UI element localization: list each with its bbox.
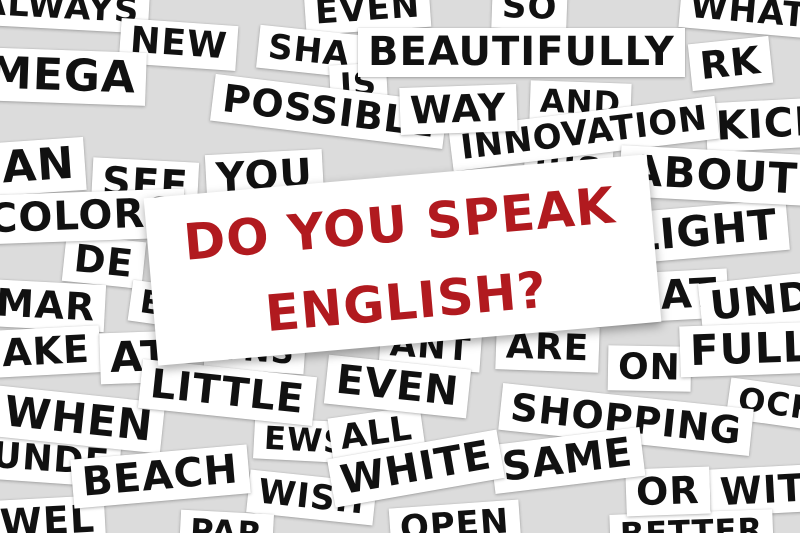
word-tag: AN bbox=[0, 136, 87, 197]
word-tag: PAR bbox=[178, 509, 274, 533]
word-tag: OPEN bbox=[388, 499, 521, 533]
word-tag: AKE bbox=[0, 325, 101, 378]
word-tag: WAY bbox=[399, 83, 518, 136]
word-tag: BEAUTIFULLY bbox=[358, 28, 685, 77]
word-tag: MEGA bbox=[0, 47, 147, 106]
word-tag: RK bbox=[687, 35, 773, 92]
word-tag: SAME bbox=[489, 426, 646, 495]
word-tag: KICK bbox=[704, 96, 800, 153]
word-tag: WHAT bbox=[678, 0, 800, 39]
word-tag: SO bbox=[491, 0, 569, 31]
word-tag: FULL bbox=[679, 321, 800, 378]
word-tag: WITH bbox=[708, 462, 800, 517]
word-tag: ON bbox=[607, 345, 692, 392]
word-tag: MAR bbox=[0, 278, 107, 333]
